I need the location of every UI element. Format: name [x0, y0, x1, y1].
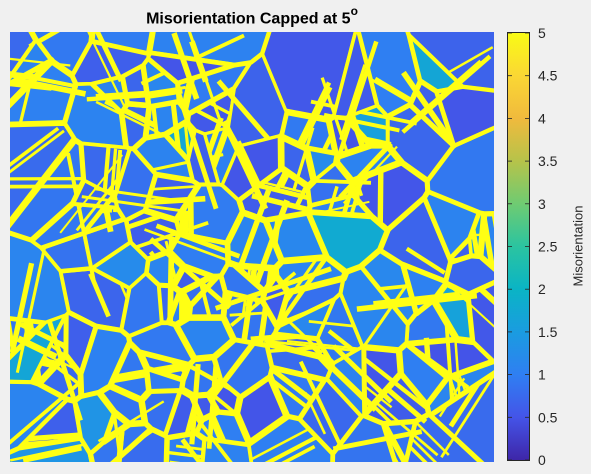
twin-boundary: [310, 99, 418, 126]
twin-boundary: [190, 410, 233, 462]
twin-boundary: [144, 228, 247, 269]
twin-boundary: [292, 127, 315, 190]
twin-boundary: [155, 223, 241, 259]
twin-boundary: [338, 141, 393, 200]
twin-boundary: [254, 286, 297, 305]
grain: [305, 209, 391, 275]
twin-boundary: [342, 145, 398, 205]
twin-boundary: [339, 64, 367, 141]
twin-boundary: [174, 87, 219, 210]
twin-boundary: [221, 120, 269, 211]
twin-boundary: [310, 345, 393, 425]
grain: [78, 323, 133, 399]
twin-boundary: [356, 292, 478, 312]
twin-boundary: [10, 57, 71, 67]
twin-boundary: [448, 382, 480, 428]
twin-boundary: [10, 262, 35, 354]
grain: [211, 337, 275, 399]
twin-boundary: [10, 335, 86, 375]
twin-boundary: [93, 187, 172, 202]
twin-boundary: [94, 32, 124, 83]
twin-boundary: [373, 291, 461, 307]
twin-boundary: [59, 154, 124, 234]
twin-boundary: [307, 200, 370, 217]
twin-boundary: [75, 170, 125, 232]
grain: [172, 314, 238, 363]
twin-boundary: [171, 32, 200, 100]
twin-boundary: [10, 80, 52, 91]
twin-boundary: [308, 320, 355, 328]
grain: [144, 366, 185, 394]
twin-boundary: [274, 247, 335, 330]
twin-boundary: [95, 90, 145, 99]
chart-title-degree: o: [350, 4, 358, 18]
twin-boundary: [406, 342, 470, 390]
twin-boundary: [281, 444, 316, 462]
twin-boundary: [438, 377, 466, 418]
colorbar-svg: 0 0.5 1 1.5 2 2.5 3 3.5 4 4.5 5: [508, 25, 558, 468]
twin-boundary: [298, 360, 348, 458]
twin-boundary: [28, 32, 60, 49]
twin-boundary: [304, 391, 327, 435]
colorbar-tick-label: 2.5: [538, 239, 558, 255]
colorbar-tick-label: 4: [538, 110, 546, 126]
twin-boundary: [88, 272, 111, 318]
twin-boundary: [440, 372, 494, 459]
twin-boundary: [235, 140, 262, 187]
grain: [443, 253, 494, 297]
twin-boundary: [180, 438, 203, 462]
twin-boundary: [189, 363, 201, 445]
misorientation-map: [10, 32, 494, 462]
twin-boundary: [81, 195, 182, 213]
twin-boundary: [477, 285, 494, 306]
twin-boundary: [407, 59, 483, 126]
twin-boundary: [214, 266, 332, 311]
twin-boundary: [22, 445, 82, 462]
twin-boundary: [405, 246, 446, 275]
colorbar-tick-label: 3.5: [538, 153, 558, 169]
chart-title-text: Misorientation Capped at 5: [146, 10, 351, 28]
colorbar-tick-label: 3: [538, 196, 546, 212]
colorbar-tick-label: 5: [538, 25, 546, 41]
twin-boundary: [149, 237, 232, 310]
twin-boundary: [10, 126, 60, 167]
colorbar-tick-label: 0.5: [538, 409, 558, 425]
twin-boundary: [334, 40, 379, 166]
twin-boundary: [331, 344, 393, 404]
chart-title: Misorientation Capped at 5o: [10, 4, 494, 28]
colorbar-tick-label: 1: [538, 367, 546, 383]
colorbar-tick-label: 4.5: [538, 68, 558, 84]
twin-boundary: [444, 317, 455, 406]
grain: [427, 370, 494, 462]
twin-boundary: [332, 429, 423, 452]
twin-boundary: [10, 129, 65, 174]
twin-boundary: [95, 100, 161, 135]
grain: [331, 32, 379, 120]
twin-boundary: [15, 246, 47, 374]
twin-boundary: [66, 152, 96, 281]
twin-boundary: [10, 75, 87, 97]
grain: [421, 189, 482, 262]
twin-boundary: [97, 400, 165, 443]
twin-boundary: [10, 377, 86, 445]
twin-boundary: [10, 441, 94, 462]
grain: [434, 84, 494, 148]
twin-boundary: [327, 329, 431, 412]
colorbar-tick-label: 2: [538, 281, 546, 297]
colorbar-gradient: [508, 33, 529, 460]
twin-boundary: [87, 32, 128, 111]
colorbar-label: Misorientation: [570, 205, 586, 287]
colorbar-tick-label: 1.5: [538, 324, 558, 340]
twin-boundary: [206, 362, 219, 449]
colorbar: 0 0.5 1 1.5 2 2.5 3 3.5 4 4.5 5: [507, 25, 558, 468]
twin-boundary: [10, 71, 41, 81]
colorbar-tick-label: 0: [538, 452, 546, 468]
twin-boundary: [187, 32, 223, 124]
misorientation-map-canvas: [10, 32, 494, 462]
